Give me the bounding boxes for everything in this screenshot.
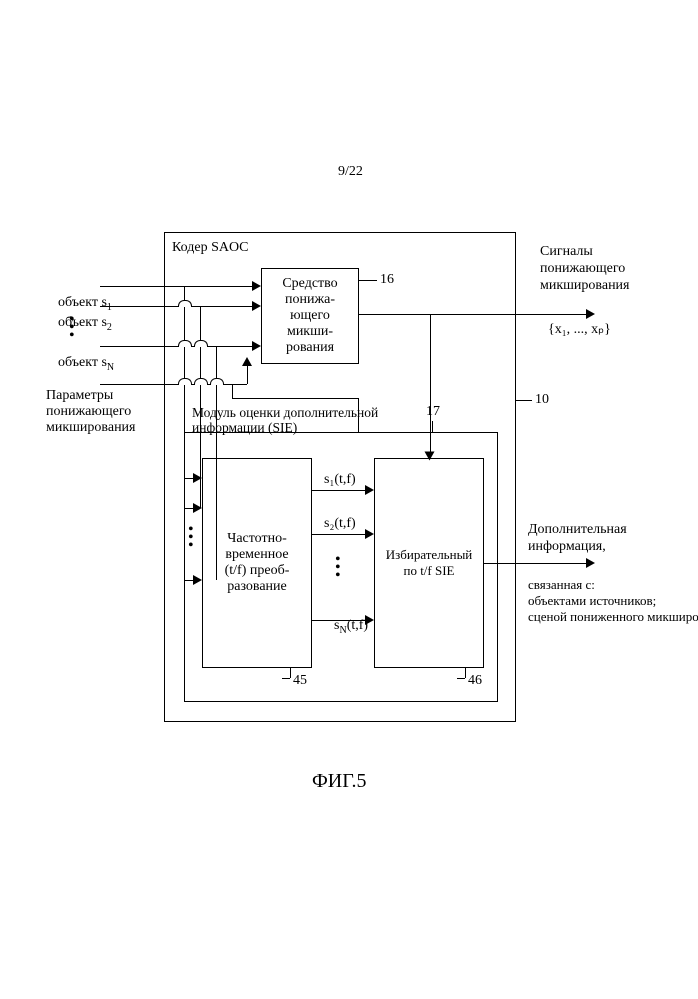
sig1-label: s₁(t,f) — [324, 472, 356, 488]
page-number: 9/22 — [338, 164, 363, 180]
encoder-title: Кодер SAOC — [172, 240, 248, 256]
bridge-5 — [194, 378, 208, 385]
tf-box: Частотно- временное (t/f) преоб- разован… — [202, 458, 312, 668]
sel-ref-leader-v — [465, 668, 466, 678]
mixer-l3: ющего — [290, 308, 330, 324]
out-mix-l1: Сигналы — [540, 244, 593, 260]
sel-ref: 46 — [468, 673, 482, 689]
sig1-arrow — [365, 485, 374, 495]
mixparams-up-arrow — [242, 357, 252, 366]
in-s2-drop — [200, 306, 201, 508]
side-d1: связанная с: — [528, 578, 595, 593]
mixerout-to-sel — [430, 314, 431, 458]
mixparams-down2 — [358, 398, 359, 432]
in-sN-arrow — [252, 341, 261, 351]
sig2-label: s₂(t,f) — [324, 516, 356, 532]
tf-l4: разование — [227, 579, 287, 595]
figure-page: 9/22 Кодер SAOC Средство понижа- ющего м… — [0, 0, 698, 999]
mixparams-over — [232, 398, 358, 399]
sel-ref-leader-h — [457, 678, 465, 679]
tf-l2: временное — [225, 547, 288, 563]
sig2-arrow — [365, 529, 374, 539]
ref16-leader — [359, 280, 377, 281]
out-mix-l2: понижающего — [540, 261, 625, 277]
ref10-leader — [516, 400, 532, 401]
mix-params-l2: понижающего — [46, 404, 131, 420]
in-dots: ••• — [69, 316, 78, 340]
in-s2-tf-arrow — [193, 503, 202, 513]
mixparams-down1 — [232, 384, 233, 398]
mixerout-to-sel-arrow — [425, 452, 435, 461]
bridge-2 — [178, 340, 192, 347]
mixer-l2: понижа- — [285, 292, 335, 308]
tf-l1: Частотно- — [227, 531, 287, 547]
in-sN-label: объект sN — [44, 339, 114, 389]
side-l1: Дополнительная — [528, 522, 627, 538]
sel-out-line — [484, 563, 589, 564]
mixer-l4: микши- — [287, 324, 333, 340]
tf-ref-leader-v — [290, 668, 291, 678]
mixer-box: Средство понижа- ющего микши- рования — [261, 268, 359, 364]
bridge-6 — [210, 378, 224, 385]
sel-box: Избирательный по t/f SIE — [374, 458, 484, 668]
ref17-leader — [432, 421, 433, 432]
in-s1-arrow — [252, 281, 261, 291]
mixparams-up — [247, 364, 248, 384]
figure-label: ФИГ.5 — [312, 770, 367, 793]
mix-params-l3: микширования — [46, 420, 136, 436]
in-s2-arrow — [252, 301, 261, 311]
out-mix-l3: микширования — [540, 278, 630, 294]
sie-title1: Модуль оценки дополнительной — [192, 405, 378, 421]
mixer-out-line — [359, 314, 589, 315]
bridge-1 — [178, 300, 192, 307]
mixer-l5: рования — [286, 340, 334, 356]
side-l2: информация, — [528, 539, 606, 555]
tf-ref: 45 — [293, 673, 307, 689]
sigN-label: sN(t,f) — [320, 602, 368, 652]
sie-title2: информации (SIE) — [192, 420, 297, 436]
out-mix-set: {x₁, ..., xₚ} — [548, 322, 611, 338]
side-d3: сценой пониженного микширования — [528, 610, 698, 625]
in-sN-tf-arrow — [193, 575, 202, 585]
sel-out-arrow — [586, 558, 595, 568]
mix-params-l1: Параметры — [46, 388, 113, 404]
tf-in-dots: ••• — [188, 526, 197, 550]
bridge-4 — [178, 378, 192, 385]
mixer-ref: 16 — [380, 272, 394, 288]
sie-ref: 17 — [426, 404, 440, 420]
bridge-3 — [194, 340, 208, 347]
encoder-ref: 10 — [535, 392, 549, 408]
sig1-line — [312, 490, 368, 491]
mixer-l1: Средство — [282, 276, 337, 292]
tf-l3: (t/f) преоб- — [225, 563, 290, 579]
sig2-line — [312, 534, 368, 535]
tf-ref-leader-h — [282, 678, 290, 679]
mixer-out-arrow — [586, 309, 595, 319]
in-s1-line — [100, 286, 255, 287]
sel-l1: Избирательный — [386, 547, 473, 563]
side-d2: объектами источников; — [528, 594, 656, 609]
sel-l2: по t/f SIE — [403, 563, 454, 579]
sig-dots: ••• — [335, 556, 344, 580]
mixparams-h — [100, 384, 247, 385]
